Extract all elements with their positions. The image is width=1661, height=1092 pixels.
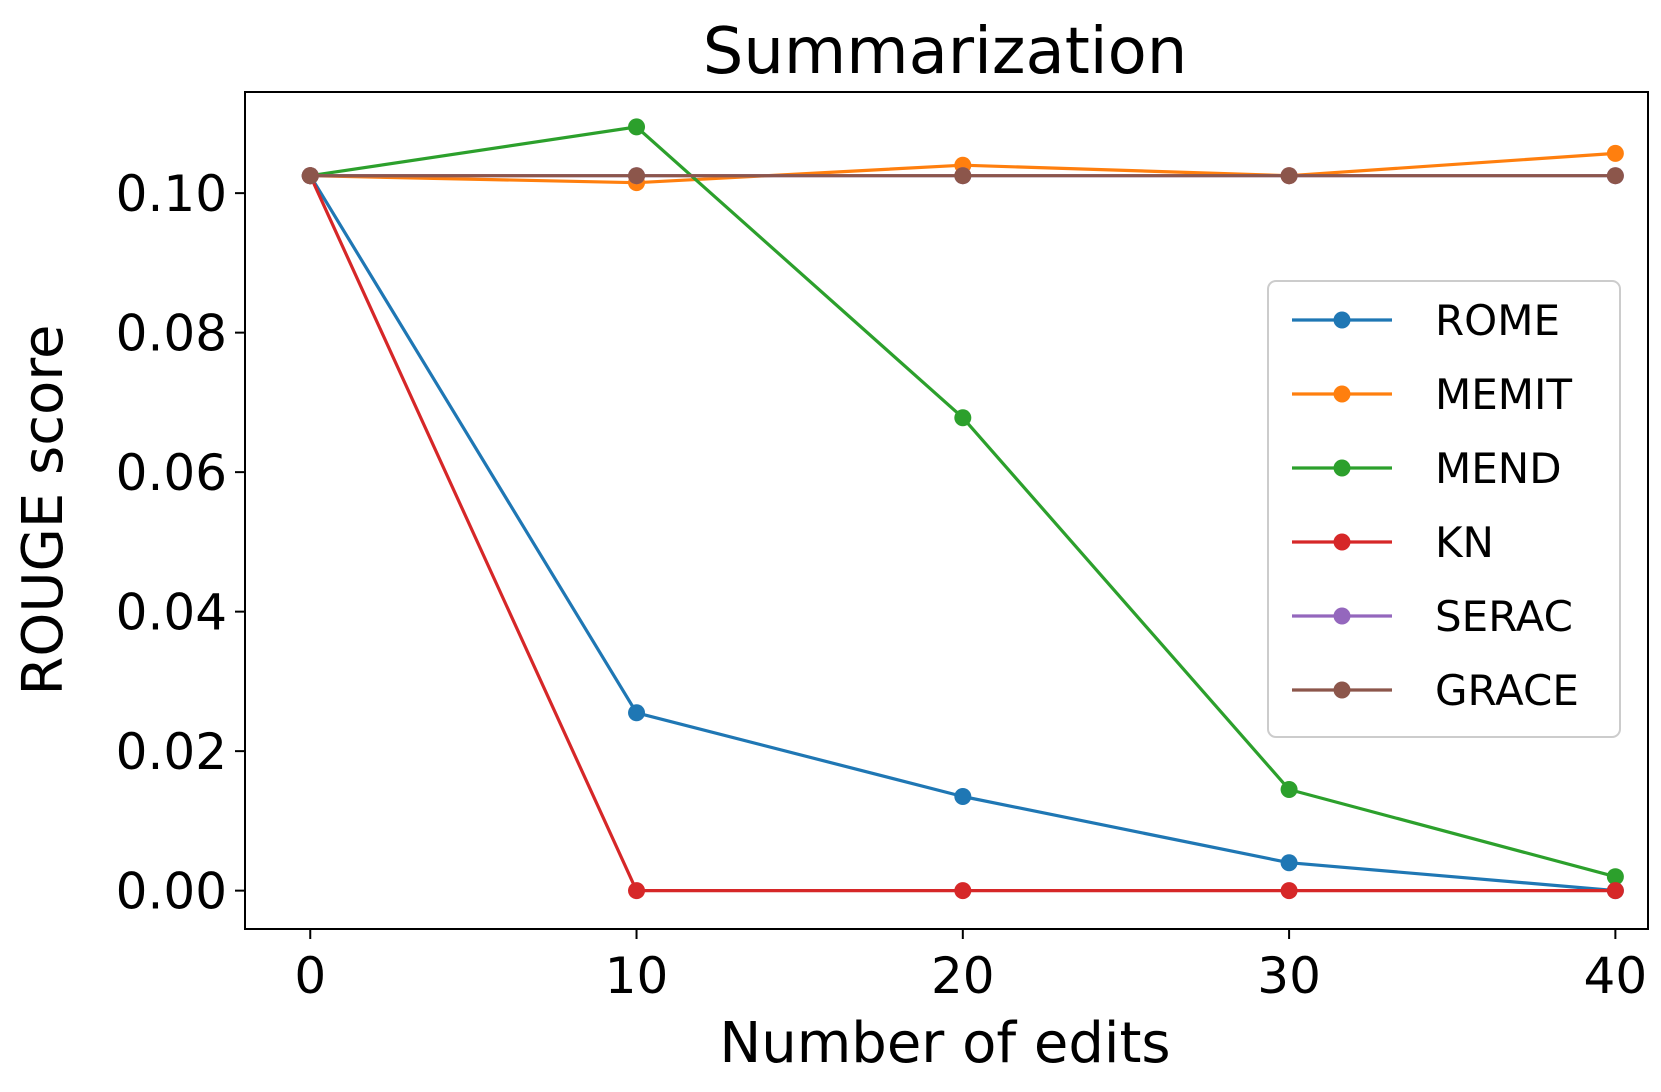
- series-layer: [301, 118, 1624, 900]
- data-point: [1606, 882, 1624, 900]
- legend-label: ROME: [1435, 296, 1560, 345]
- legend-label: MEND: [1435, 444, 1562, 493]
- data-point: [1606, 868, 1624, 886]
- legend-label: MEMIT: [1435, 370, 1572, 419]
- x-tick-label: 10: [605, 947, 669, 1005]
- series-grace: [301, 167, 1624, 185]
- x-axis-label: Number of edits: [719, 1011, 1170, 1076]
- legend-item-memit: MEMIT: [1292, 370, 1572, 419]
- data-point: [1280, 167, 1298, 185]
- data-point: [954, 787, 972, 805]
- legend-label: KN: [1435, 518, 1494, 567]
- data-point: [301, 167, 319, 185]
- plot-frame: [244, 91, 1649, 930]
- data-point: [954, 167, 972, 185]
- data-point: [1606, 167, 1624, 185]
- legend-item-serac: SERAC: [1292, 592, 1573, 641]
- x-tick-label: 40: [1584, 947, 1648, 1005]
- data-point: [1280, 781, 1298, 798]
- data-point: [628, 704, 646, 722]
- y-tick-label: 0.08: [116, 305, 227, 363]
- data-point: [1280, 854, 1298, 872]
- y-tick-label: 0.04: [116, 584, 227, 642]
- data-point: [954, 409, 972, 427]
- legend-swatch-marker: [1333, 533, 1351, 551]
- y-axis-label: ROUGE score: [11, 324, 76, 695]
- y-tick-label: 0.10: [116, 165, 227, 223]
- legend-swatch-marker: [1333, 607, 1351, 625]
- y-tick-label: 0.02: [116, 723, 227, 781]
- legend: ROME MEMIT MEND KN SERAC GRACE: [1267, 280, 1621, 738]
- legend-swatch-marker: [1333, 385, 1351, 403]
- legend-item-mend: MEND: [1292, 444, 1562, 493]
- y-axis: 0.00 0.02 0.04 0.06 0.08 0.10: [116, 165, 245, 921]
- legend-swatch-marker: [1333, 681, 1351, 699]
- data-point: [628, 118, 646, 136]
- data-point: [1606, 144, 1624, 162]
- x-axis: 0 10 20 30 40: [294, 929, 1647, 1005]
- y-tick-label: 0.06: [116, 444, 227, 502]
- legend-item-grace: GRACE: [1292, 666, 1579, 715]
- x-tick-label: 20: [931, 947, 995, 1005]
- chart-title: Summarization: [703, 15, 1188, 89]
- data-point: [628, 882, 646, 900]
- x-tick-label: 30: [1257, 947, 1321, 1005]
- legend-label: GRACE: [1435, 666, 1579, 715]
- data-point: [1280, 882, 1298, 900]
- data-point: [954, 882, 972, 900]
- legend-swatch-marker: [1333, 459, 1351, 477]
- x-tick-label: 0: [294, 947, 326, 1005]
- y-tick-label: 0.00: [116, 863, 227, 921]
- data-point: [628, 167, 646, 185]
- legend-item-kn: KN: [1292, 518, 1494, 567]
- plot-area: [244, 91, 1649, 930]
- legend-label: SERAC: [1435, 592, 1573, 641]
- legend-swatch-marker: [1333, 311, 1351, 329]
- series-kn: [301, 167, 1624, 900]
- legend-item-rome: ROME: [1292, 296, 1560, 345]
